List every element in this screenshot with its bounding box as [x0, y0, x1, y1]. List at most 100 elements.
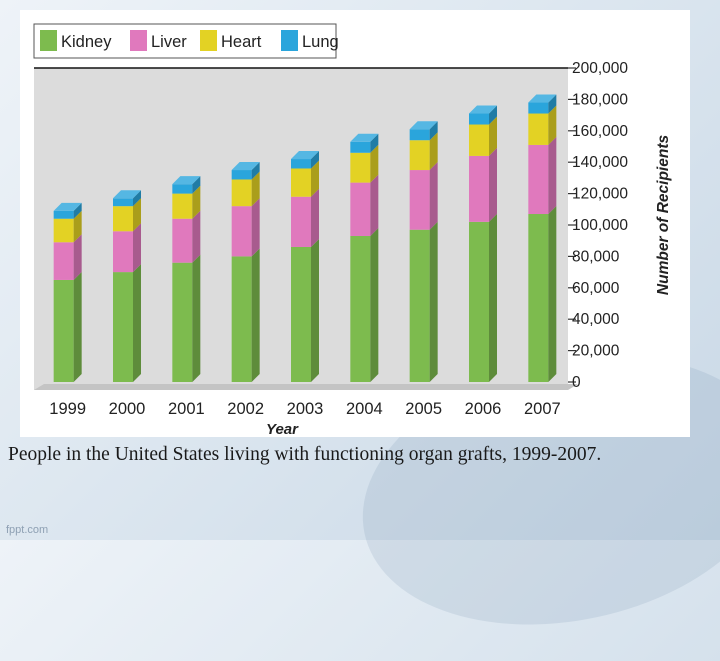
bar-segment — [350, 152, 371, 183]
bar-segment — [53, 218, 74, 243]
bar-segment-side — [429, 121, 438, 141]
bar-segment — [231, 179, 252, 207]
bar-top-cap — [172, 176, 201, 185]
bar-segment — [291, 246, 311, 382]
bar-segment — [469, 155, 489, 222]
bar-segment-side — [133, 223, 141, 273]
x-tick-label: 1999 — [49, 400, 86, 418]
bar-segment-side — [251, 162, 260, 180]
bar-segment-side — [311, 151, 319, 169]
bar-segment-side — [311, 238, 319, 382]
bar-segment-side — [311, 188, 319, 247]
bar-top-cap — [350, 133, 379, 142]
bar-segment-side — [429, 132, 438, 171]
bar-segment — [528, 214, 549, 382]
bar-segment-side — [251, 171, 260, 207]
bar-segment-side — [489, 116, 497, 156]
legend-label: Liver — [151, 33, 187, 51]
chart-panel: 0 20,000 40,000 60,000 80,000 100,000 120,000 1… — [20, 10, 690, 437]
bar-segment — [113, 272, 133, 382]
legend-swatch — [130, 30, 147, 51]
x-tick-label: 2002 — [227, 400, 264, 418]
x-tick-label: 2001 — [168, 400, 205, 418]
y-tick-label: 0 — [572, 374, 581, 391]
bar-segment-side — [133, 264, 141, 382]
bar-segment-side — [192, 176, 201, 194]
bar-segment — [53, 279, 74, 382]
plot-floor — [34, 384, 578, 390]
bar-segment — [291, 196, 311, 247]
bar-segment-side — [429, 162, 438, 230]
y-tick-label: 60,000 — [572, 280, 620, 297]
bar-segment-side — [73, 234, 82, 280]
bar-segment — [172, 218, 193, 263]
bar-segment-side — [548, 94, 557, 114]
bar-segment — [113, 198, 133, 207]
x-tick-label: 2005 — [405, 400, 442, 418]
bar-segment — [291, 159, 311, 169]
bar-segment-side — [429, 221, 438, 382]
bar-segment — [172, 184, 193, 194]
bar-segment-side — [370, 174, 379, 236]
watermark: fppt.com — [6, 524, 49, 536]
y-tick-label: 160,000 — [572, 123, 628, 140]
bar-top-cap — [53, 202, 82, 211]
y-axis-title: Number of Recipients — [655, 135, 672, 296]
bar-segment — [469, 221, 489, 382]
bar-segment — [291, 168, 311, 197]
y-tick-label: 180,000 — [572, 91, 628, 108]
x-tick-label: 2006 — [465, 400, 502, 418]
legend-label: Heart — [221, 33, 262, 51]
legend-label: Lung — [302, 33, 339, 51]
bar-segment — [350, 182, 371, 236]
bar-segment — [113, 206, 133, 232]
bar-segment-side — [192, 210, 201, 263]
bar-segment — [53, 242, 74, 280]
bar-segment — [231, 256, 252, 382]
y-tick-label: 140,000 — [572, 154, 628, 171]
bar-segment — [172, 262, 193, 382]
figure-caption: People in the United States living with … — [8, 444, 602, 465]
bar-segment-side — [73, 210, 82, 243]
bar-segment — [172, 193, 193, 219]
bar-segment — [469, 113, 489, 125]
stacked-bar-chart: 0 20,000 40,000 60,000 80,000 100,000 120,000 1… — [33, 23, 672, 437]
bar-segment-side — [73, 271, 82, 382]
bar-segment-side — [370, 144, 379, 183]
y-tick-label: 200,000 — [572, 60, 628, 77]
y-tick-label: 100,000 — [572, 217, 628, 234]
x-tick-label: 2003 — [287, 400, 324, 418]
bar-segment — [528, 113, 549, 145]
y-tick-label: 120,000 — [572, 186, 628, 203]
bar-segment-side — [548, 105, 557, 145]
bar-top-cap — [469, 105, 497, 114]
x-tick-label: 2000 — [109, 400, 146, 418]
bar-segment-side — [489, 105, 497, 125]
bar-top-cap — [409, 121, 438, 130]
bar-segment-side — [548, 136, 557, 215]
bar-segment — [528, 102, 549, 114]
bar-segment — [409, 229, 430, 382]
bar-segment-side — [133, 190, 141, 207]
legend-swatch — [200, 30, 217, 51]
bar-top-cap — [528, 94, 557, 103]
legend-label: Kidney — [61, 33, 112, 51]
bar-segment — [53, 210, 74, 219]
bar-segment-side — [489, 147, 497, 222]
bar-segment-side — [548, 206, 557, 382]
x-tick-label: 2004 — [346, 400, 383, 418]
x-tick-label: 2007 — [524, 400, 561, 418]
bar-segment — [528, 144, 549, 215]
bar-segment — [231, 206, 252, 257]
bar-top-cap — [113, 190, 141, 199]
bar-top-cap — [231, 162, 260, 171]
legend-swatch — [281, 30, 298, 51]
bar-segment-side — [370, 133, 379, 153]
y-tick-label: 80,000 — [572, 248, 620, 265]
bar-segment — [409, 140, 430, 171]
bar-segment — [409, 129, 430, 141]
bar-segment-side — [489, 213, 497, 382]
legend-swatch — [40, 30, 57, 51]
bar-segment-side — [133, 198, 141, 232]
bar-segment — [469, 124, 489, 156]
